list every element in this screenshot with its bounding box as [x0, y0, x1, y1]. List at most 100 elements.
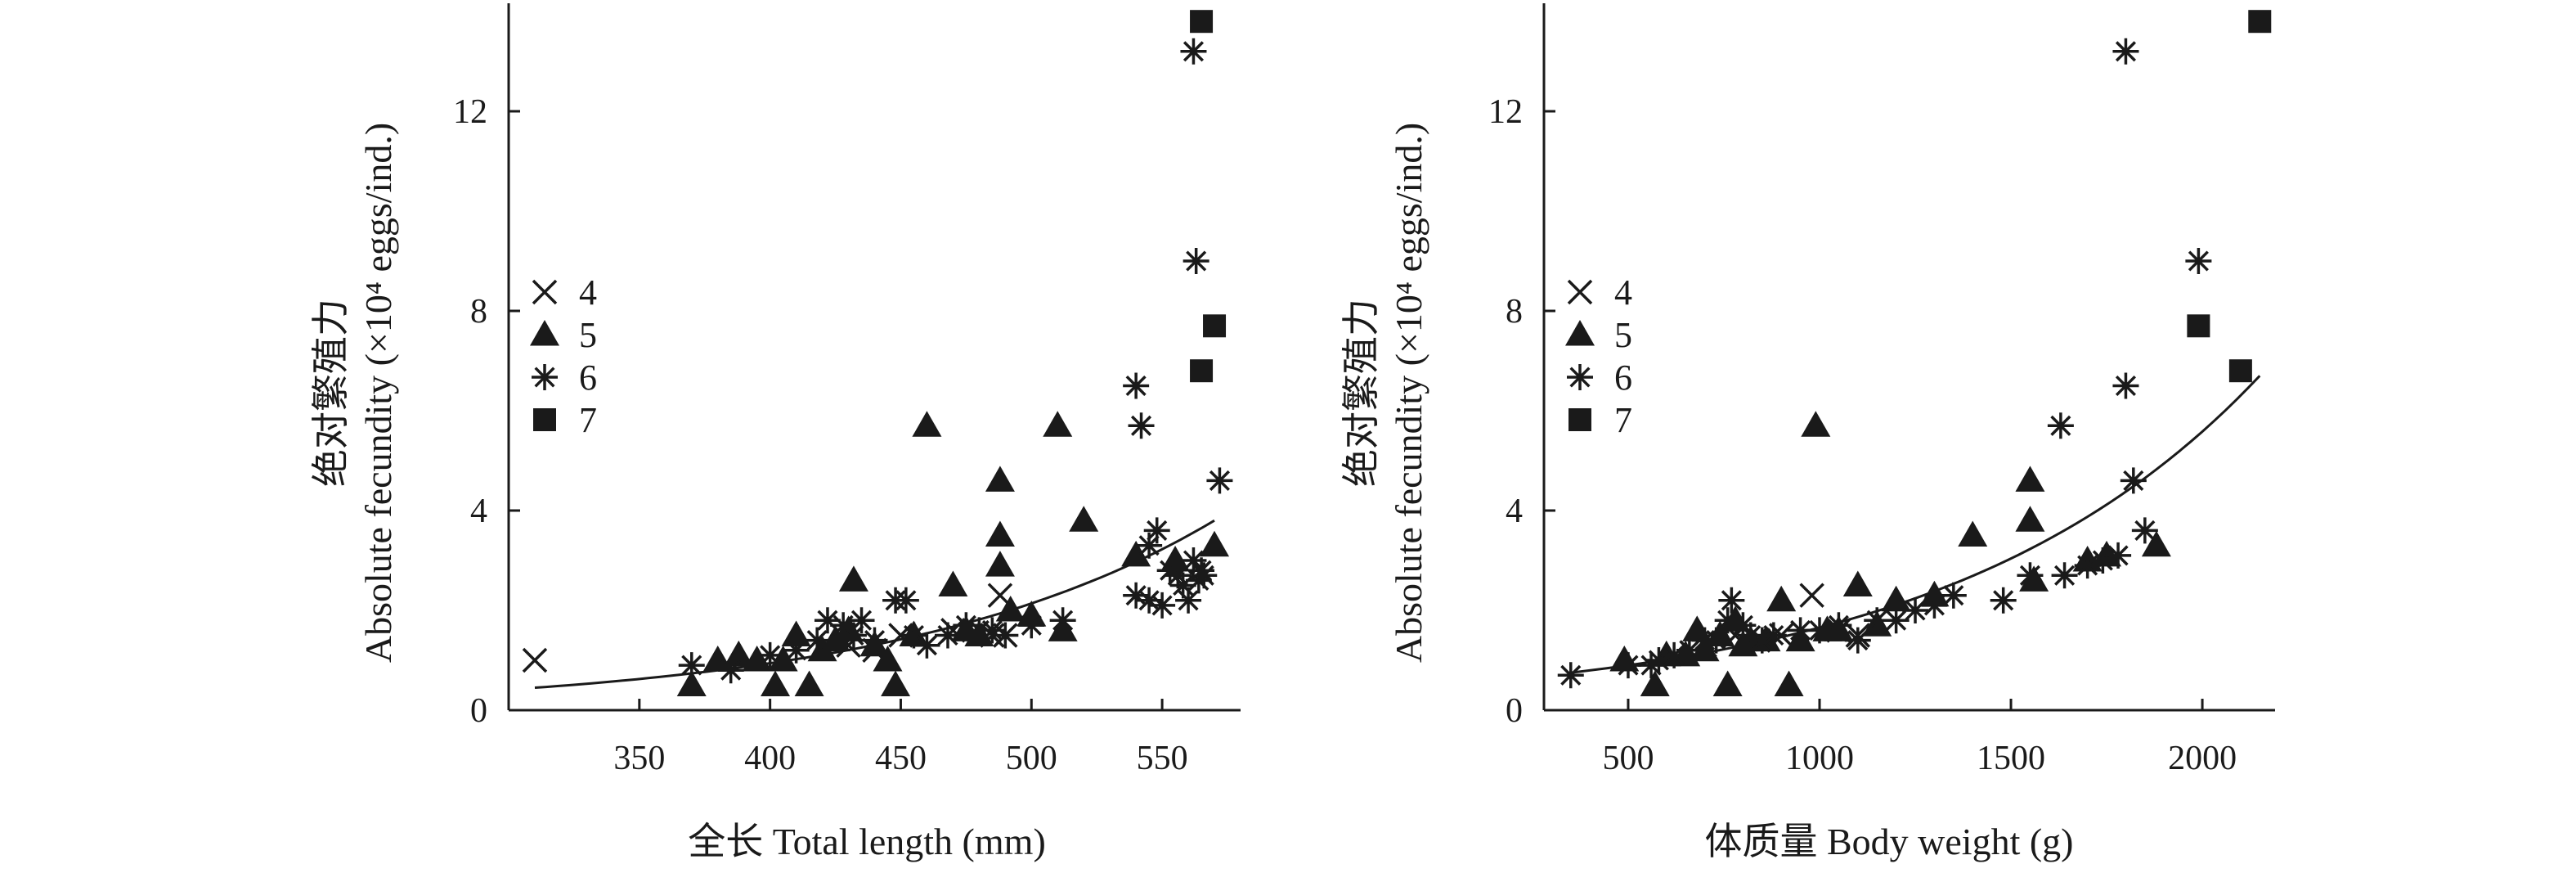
data-point-age-5: [985, 520, 1015, 547]
data-point-age-7: [1203, 314, 1227, 338]
data-point-age-5: [1043, 411, 1073, 437]
data-point-age-6: [2112, 372, 2139, 399]
data-point-age-6: [1188, 557, 1215, 584]
data-point-age-6: [2074, 552, 2101, 579]
y-tick-label: 0: [1506, 692, 1523, 730]
data-point-age-5: [768, 646, 798, 672]
data-point-age-6: [1638, 652, 1665, 679]
data-point-age-5: [2141, 530, 2171, 557]
data-point-age-6: [935, 622, 961, 649]
data-point-age-5: [938, 570, 968, 596]
data-point-age-5: [794, 670, 824, 696]
x-tick-label: 1000: [1785, 740, 1854, 777]
data-point-age-6: [1183, 248, 1209, 274]
data-point-age-5: [1958, 520, 1988, 547]
data-point-age-6: [1806, 617, 1833, 644]
y-tick-label: 12: [453, 93, 487, 131]
data-point-age-5: [2015, 506, 2045, 532]
data-point-age-6: [2185, 248, 2212, 274]
legend-label-5: 5: [579, 315, 597, 355]
data-point-age-5: [912, 411, 942, 437]
data-point-age-4: [522, 647, 548, 673]
data-point-age-5: [1200, 530, 1230, 557]
data-point-age-6: [1128, 412, 1155, 439]
data-point-age-6: [2017, 562, 2044, 589]
x-tick-label: 450: [875, 740, 927, 777]
data-point-age-6: [2089, 547, 2116, 574]
data-point-age-7: [2248, 10, 2272, 34]
data-point-age-5: [995, 596, 1025, 622]
data-point-age-6: [814, 607, 841, 634]
x-tick-label: 500: [1602, 740, 1654, 777]
legend-marker-7: [1568, 408, 1591, 431]
data-point-age-6: [2120, 467, 2147, 494]
legend-marker-4: [532, 279, 558, 305]
data-point-age-6: [1844, 627, 1871, 654]
right-x-axis-title: 体质量 Body weight (g): [1704, 821, 2073, 862]
data-point-age-5: [781, 620, 811, 646]
left-y-axis-title: 绝对繁殖力 Absolute fecundity (×10⁴ eggs/ind.…: [310, 123, 399, 663]
data-point-age-4: [1799, 583, 1824, 608]
data-point-age-6: [1737, 622, 1764, 649]
x-tick-label: 1500: [1977, 740, 2045, 777]
data-point-age-6: [1175, 587, 1202, 614]
data-point-age-5: [1842, 570, 1873, 596]
legend-label-6: 6: [1614, 358, 1632, 398]
data-point-age-5: [1121, 540, 1151, 567]
data-point-age-6: [1825, 612, 1852, 639]
left-y-title-chinese: 绝对繁殖力: [310, 299, 352, 487]
legend-label-6: 6: [579, 358, 597, 398]
data-point-age-6: [2105, 542, 2132, 569]
data-point-age-6: [1645, 647, 1672, 673]
right-y-title-chinese: 绝对繁殖力: [1340, 299, 1382, 487]
data-point-age-5: [742, 646, 772, 672]
data-point-age-6: [1676, 637, 1703, 664]
right-y-ticks: 0 4 8 12: [1488, 93, 1555, 730]
x-tick-label: 550: [1137, 740, 1188, 777]
x-tick-label: 400: [744, 740, 796, 777]
data-point-age-6: [1136, 532, 1163, 559]
data-point-age-6: [783, 637, 810, 664]
data-point-age-6: [1760, 622, 1787, 649]
data-point-age-5: [985, 551, 1015, 577]
data-point-age-5: [820, 625, 850, 652]
data-point-age-6: [2112, 38, 2139, 65]
data-point-age-5: [1881, 585, 1911, 612]
left-x-ticks: 350 400 450 500 550: [613, 699, 1188, 777]
x-tick-label: 500: [1006, 740, 1057, 777]
data-point-age-6: [717, 657, 744, 684]
data-point-age-6: [1787, 617, 1814, 644]
data-point-age-6: [1902, 597, 1929, 623]
data-point-age-5: [761, 670, 791, 696]
data-point-age-6: [1730, 612, 1757, 639]
data-point-age-6: [1921, 592, 1948, 619]
data-point-age-6: [1703, 627, 1730, 654]
y-tick-label: 8: [1506, 293, 1523, 331]
legend-label-4: 4: [1614, 272, 1632, 313]
data-point-age-6: [1990, 587, 2017, 614]
left-y-title-english: Absolute fecundity (×10⁴ eggs/ind.): [357, 123, 399, 663]
left-panel: 绝对繁殖力 Absolute fecundity (×10⁴ eggs/ind.…: [310, 3, 1241, 862]
legend-marker-6: [532, 364, 558, 390]
data-point-age-6: [1169, 572, 1196, 599]
data-point-age-6: [1718, 587, 1745, 614]
legend-marker-5: [530, 320, 559, 346]
data-point-age-6: [2131, 517, 2158, 544]
right-x-ticks: 500 1000 1500 2000: [1602, 699, 2237, 777]
left-x-axis-title: 全长 Total length (mm): [688, 821, 1046, 862]
legend-marker-7: [533, 408, 556, 431]
data-point-age-6: [1049, 607, 1076, 634]
legend-label-5: 5: [1614, 315, 1632, 355]
data-point-age-6: [1180, 547, 1207, 574]
data-point-age-6: [953, 612, 980, 639]
x-tick-label: 2000: [2168, 740, 2237, 777]
data-point-age-6: [861, 627, 888, 654]
legend-label-7: 7: [579, 400, 597, 440]
data-point-age-6: [2047, 412, 2074, 439]
left-data-points: [522, 10, 1233, 696]
data-point-age-6: [1018, 612, 1045, 639]
data-point-age-6: [979, 617, 1006, 644]
data-point-age-7: [2187, 314, 2210, 338]
data-point-age-6: [992, 622, 1019, 649]
